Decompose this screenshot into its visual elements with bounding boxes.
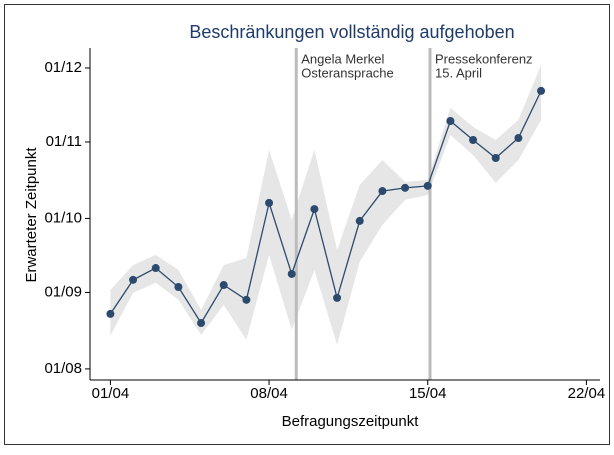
point xyxy=(333,293,342,302)
point xyxy=(514,134,523,143)
point xyxy=(129,275,138,284)
point xyxy=(219,281,228,290)
point xyxy=(106,309,115,318)
confidence-band xyxy=(110,65,542,345)
x-tick-label: 01/04 xyxy=(92,385,130,402)
point xyxy=(174,283,183,292)
x-tick-label: 08/04 xyxy=(250,385,288,402)
annotation-text: Angela Merkel xyxy=(301,51,384,66)
x-tick-label: 22/04 xyxy=(568,385,606,402)
chart-title: Beschränkungen vollständig aufgehoben xyxy=(189,22,514,42)
point xyxy=(265,198,274,207)
point xyxy=(151,264,160,273)
point xyxy=(378,187,387,196)
y-tick-label: 01/12 xyxy=(44,59,82,76)
annotation-text: Pressekonferenz xyxy=(435,51,533,66)
y-tick-label: 01/10 xyxy=(44,209,82,226)
point xyxy=(491,154,500,163)
point xyxy=(423,181,432,190)
annotation-text: Osteransprache xyxy=(301,65,394,80)
point xyxy=(310,205,319,214)
point xyxy=(355,216,364,225)
y-axis-label: Erwarteter Zeitpunkt xyxy=(23,147,40,283)
point xyxy=(287,269,296,278)
point xyxy=(446,117,455,126)
point xyxy=(537,86,546,95)
y-tick-label: 01/09 xyxy=(44,283,82,300)
x-axis-label: Befragungszeitpunkt xyxy=(282,413,420,430)
annotation-text: 15. April xyxy=(435,65,482,80)
x-tick-label: 15/04 xyxy=(409,385,447,402)
point xyxy=(197,319,206,328)
y-tick-label: 01/11 xyxy=(46,133,82,150)
point xyxy=(242,295,251,304)
point xyxy=(469,136,478,145)
y-tick-label: 01/08 xyxy=(44,360,82,377)
line xyxy=(109,90,542,325)
point xyxy=(401,183,410,192)
